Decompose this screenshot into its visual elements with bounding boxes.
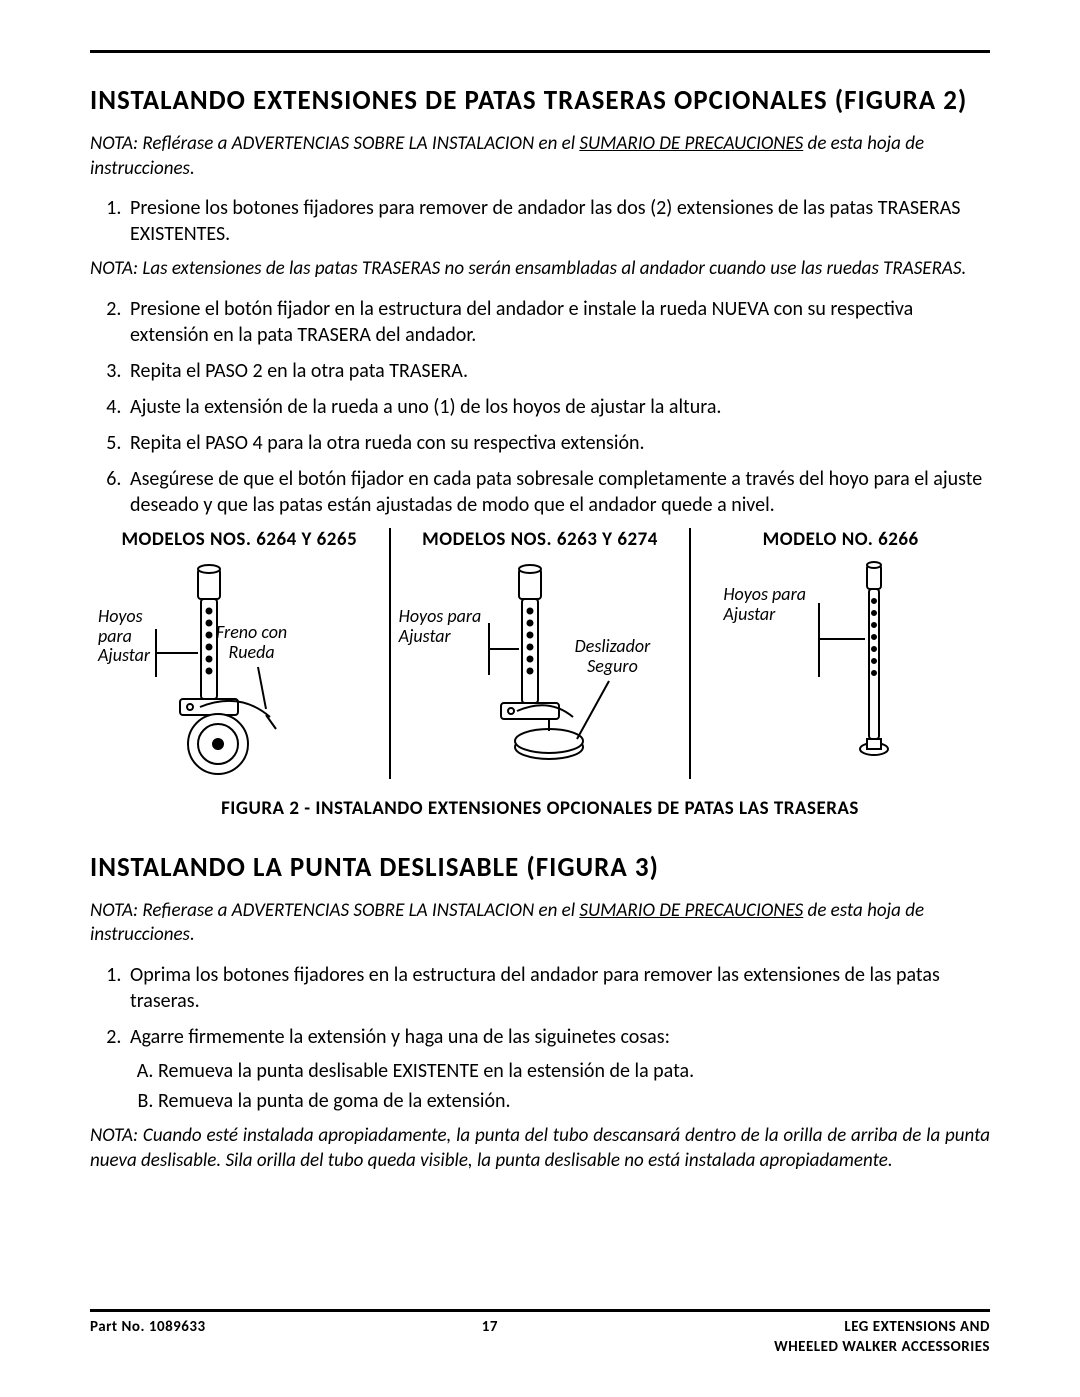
label-left: Hoyos para Ajustar [98, 607, 150, 666]
footer-row: Part No. 1089633 17 LEG EXTENSIONS AND W… [90, 1318, 990, 1357]
section2-substeps: Remueva la punta deslisable EXISTENTE en… [130, 1058, 990, 1114]
section1-step1-list: Presione los botones fijadores para remo… [90, 195, 990, 247]
model-body: Hoyos para Ajustar Deslizador Seguro [399, 559, 682, 779]
diagram-wheel-brake [98, 559, 378, 779]
step-item: Presione el botón fijador en la estructu… [126, 296, 990, 348]
label-left: Hoyos para Ajustar [723, 585, 806, 625]
step-item: Ajuste la extensión de la rueda a uno (1… [126, 394, 990, 420]
nota-underline: SUMARIO DE PRECAUCIONES [579, 132, 803, 155]
step-item: Agarre firmemente la extensión y haga un… [126, 1024, 990, 1114]
footer: Part No. 1089633 17 LEG EXTENSIONS AND W… [90, 1309, 990, 1357]
substep-item: Remueva la punta deslisable EXISTENTE en… [158, 1058, 990, 1084]
section2-steps: Oprima los botones fijadores en la estru… [90, 962, 990, 1114]
step-item: Repita el PASO 4 para la otra rueda con … [126, 430, 990, 456]
page: INSTALANDO EXTENSIONES DE PATAS TRASERAS… [0, 0, 1080, 1397]
section1-nota1: NOTA: Reflérase a ADVERTENCIAS SOBRE LA … [90, 132, 990, 181]
substep-item: Remueva la punta de goma de la extensión… [158, 1088, 990, 1114]
section2-nota-final: NOTA: Cuando esté instalada apropiadamen… [90, 1124, 990, 1173]
section1-nota-mid: NOTA: Las extensiones de las patas TRASE… [90, 257, 990, 282]
top-rule [90, 50, 990, 53]
model-title: MODELOS NOS. 6263 Y 6274 [399, 528, 682, 553]
model-col-2: MODELOS NOS. 6263 Y 6274 Hoyos para Ajus… [389, 528, 690, 779]
figure2-caption: FIGURA 2 - INSTALANDO EXTENSIONES OPCION… [90, 797, 990, 822]
model-title: MODELO NO. 6266 [699, 528, 982, 553]
section1-title: INSTALANDO EXTENSIONES DE PATAS TRASERAS… [90, 83, 990, 118]
label-left: Hoyos para Ajustar [399, 607, 482, 647]
nota-prefix: NOTA: Refierase a ADVERTENCIAS SOBRE LA … [90, 899, 579, 922]
step-text: Agarre firmemente la extensión y haga un… [130, 1025, 670, 1049]
step-item: Presione los botones fijadores para remo… [126, 195, 990, 247]
figure2-models: MODELOS NOS. 6264 Y 6265 Hoyos para Ajus… [90, 528, 990, 779]
model-title: MODELOS NOS. 6264 Y 6265 [98, 528, 381, 553]
section2-nota1: NOTA: Refierase a ADVERTENCIAS SOBRE LA … [90, 899, 990, 948]
step-item: Repita el PASO 2 en la otra pata TRASERA… [126, 358, 990, 384]
model-body: Hoyos para Ajustar [699, 559, 982, 779]
footer-center: 17 [482, 1318, 498, 1357]
footer-right: LEG EXTENSIONS AND WHEELED WALKER ACCESS… [774, 1318, 990, 1357]
label-right: Freno con Rueda [216, 623, 287, 663]
model-body: Hoyos para Ajustar Freno con Rueda [98, 559, 381, 779]
section1-steps-rest: Presione el botón fijador en la estructu… [90, 296, 990, 518]
footer-rule [90, 1309, 990, 1312]
figure2-caption-text: FIGURA 2 - INSTALANDO EXTENSIONES OPCION… [221, 797, 859, 820]
nota-prefix: NOTA: Reflérase a ADVERTENCIAS SOBRE LA … [90, 132, 579, 155]
nota-underline: SUMARIO DE PRECAUCIONES [579, 899, 803, 922]
label-right: Deslizador Seguro [575, 637, 651, 677]
model-col-3: MODELO NO. 6266 Hoyos para Ajustar [689, 528, 990, 779]
section2-title: INSTALANDO LA PUNTA DESLISABLE (FIGURA 3… [90, 850, 990, 885]
step-item: Oprima los botones fijadores en la estru… [126, 962, 990, 1014]
footer-left: Part No. 1089633 [90, 1318, 206, 1357]
model-col-1: MODELOS NOS. 6264 Y 6265 Hoyos para Ajus… [90, 528, 389, 779]
step-item: Asegúrese de que el botón fijador en cad… [126, 466, 990, 518]
